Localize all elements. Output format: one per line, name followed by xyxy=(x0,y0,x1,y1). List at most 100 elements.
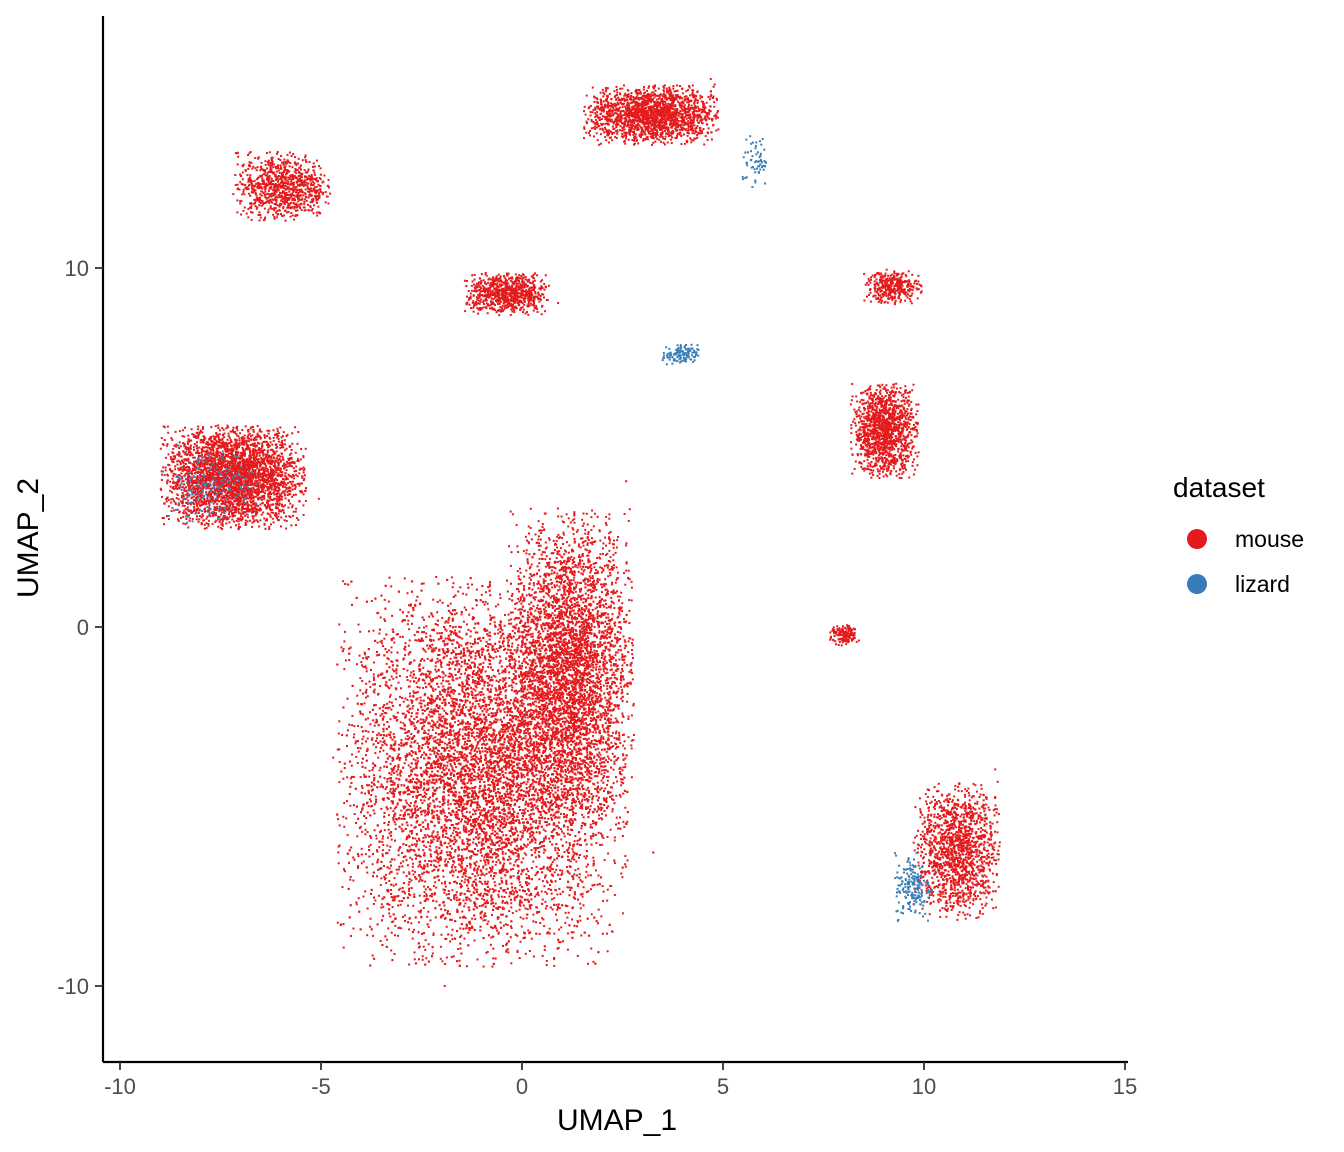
point xyxy=(381,737,384,740)
point xyxy=(502,637,505,640)
point xyxy=(495,907,498,910)
point xyxy=(488,795,491,798)
point xyxy=(507,870,509,873)
point xyxy=(427,713,430,716)
point xyxy=(463,905,466,908)
point xyxy=(399,887,402,890)
point xyxy=(542,771,545,774)
point xyxy=(460,934,463,937)
point xyxy=(488,724,491,727)
point xyxy=(386,938,389,941)
point xyxy=(382,835,384,838)
point xyxy=(454,690,457,693)
point xyxy=(391,921,394,923)
point xyxy=(486,880,489,883)
point xyxy=(349,804,352,807)
point xyxy=(444,701,447,704)
point xyxy=(491,778,494,781)
point xyxy=(459,936,462,939)
point xyxy=(380,807,383,810)
point xyxy=(607,852,610,855)
point xyxy=(456,677,459,680)
point xyxy=(491,829,494,832)
point xyxy=(352,736,355,739)
point xyxy=(473,902,476,905)
point xyxy=(394,934,396,937)
point xyxy=(399,635,402,638)
point xyxy=(501,881,504,884)
point xyxy=(497,778,500,781)
point xyxy=(549,796,551,798)
point xyxy=(377,674,380,677)
point xyxy=(615,794,618,797)
point xyxy=(460,848,463,851)
point xyxy=(485,872,488,875)
point xyxy=(460,820,462,823)
point xyxy=(443,734,445,737)
point xyxy=(509,635,512,638)
point xyxy=(377,894,380,897)
point xyxy=(337,818,340,821)
point xyxy=(574,835,577,837)
point xyxy=(435,756,438,759)
point xyxy=(390,773,393,776)
point xyxy=(554,791,557,794)
point xyxy=(541,714,544,717)
point xyxy=(466,821,469,824)
point xyxy=(431,715,434,718)
point xyxy=(437,861,440,864)
point xyxy=(368,630,370,633)
point xyxy=(595,771,597,773)
point xyxy=(345,817,348,820)
point xyxy=(472,841,475,844)
point xyxy=(418,626,421,629)
point xyxy=(474,652,477,655)
point xyxy=(505,881,508,884)
point xyxy=(512,853,515,856)
point xyxy=(502,734,504,737)
point xyxy=(456,634,459,637)
point xyxy=(571,788,574,790)
point xyxy=(409,766,412,769)
point xyxy=(343,802,346,805)
point xyxy=(490,799,493,801)
point xyxy=(421,955,424,958)
point xyxy=(455,660,458,663)
point xyxy=(533,686,536,689)
point xyxy=(375,801,377,804)
point xyxy=(563,835,566,838)
series-mouse xyxy=(159,78,1001,987)
point xyxy=(455,740,458,743)
point xyxy=(426,644,429,647)
point xyxy=(408,736,411,739)
point xyxy=(613,862,616,865)
point xyxy=(451,676,454,679)
point xyxy=(372,934,374,937)
point xyxy=(350,935,352,937)
point xyxy=(370,600,373,602)
point xyxy=(461,685,464,688)
point xyxy=(461,751,463,754)
point xyxy=(400,809,403,812)
point xyxy=(526,780,529,783)
point xyxy=(494,745,497,748)
point xyxy=(517,784,520,787)
point xyxy=(578,838,581,841)
point xyxy=(390,585,393,588)
point xyxy=(444,858,447,861)
point xyxy=(495,655,498,658)
point xyxy=(372,809,375,812)
point xyxy=(519,809,521,811)
point xyxy=(571,848,574,851)
point xyxy=(540,765,543,768)
point xyxy=(501,642,504,645)
point xyxy=(545,732,548,735)
point xyxy=(495,647,498,650)
point xyxy=(409,680,412,683)
point xyxy=(529,646,532,649)
point xyxy=(483,899,486,901)
point xyxy=(592,960,595,963)
point xyxy=(494,675,497,678)
point xyxy=(376,824,379,827)
point xyxy=(508,778,511,781)
